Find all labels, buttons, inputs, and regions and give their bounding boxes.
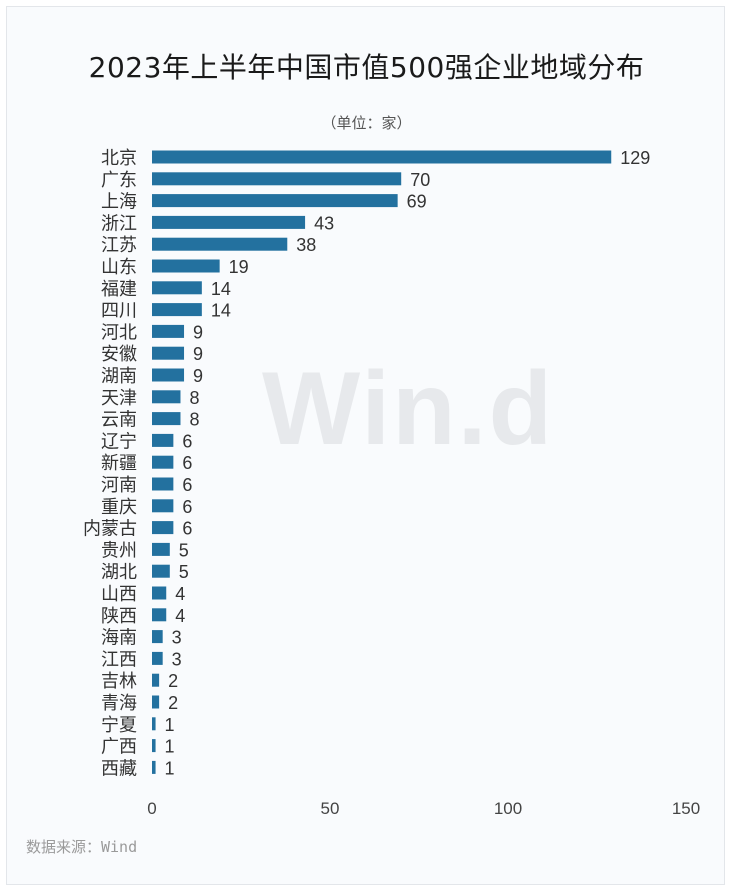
data-label: 19 (229, 257, 249, 277)
source-note: 数据来源：Wind (26, 838, 138, 856)
bar (152, 739, 156, 753)
data-label: 1 (165, 758, 175, 778)
category-label: 山东 (101, 257, 137, 278)
category-label: 贵州 (101, 540, 137, 561)
x-tick-label: 50 (321, 799, 340, 818)
category-label: 江西 (101, 649, 137, 670)
data-label: 1 (165, 715, 175, 735)
category-label: 浙江 (101, 213, 137, 234)
category-label: 重庆 (101, 497, 137, 518)
category-label: 广东 (101, 170, 137, 191)
category-label: 河北 (101, 322, 137, 343)
data-label: 6 (182, 475, 192, 495)
data-label: 69 (407, 192, 427, 212)
bar (152, 324, 185, 338)
category-label: 吉林 (101, 671, 137, 692)
data-label: 6 (182, 519, 192, 539)
category-label: 上海 (101, 192, 137, 213)
bar (152, 433, 174, 447)
bar (152, 499, 174, 513)
data-label: 4 (175, 606, 185, 626)
data-label: 9 (193, 366, 203, 386)
data-label: 1 (165, 737, 175, 757)
bar (152, 237, 288, 251)
data-label: 2 (168, 671, 178, 691)
bar (152, 455, 174, 469)
category-label: 青海 (101, 693, 137, 714)
category-label: 内蒙古 (83, 519, 137, 540)
bar (152, 477, 174, 491)
category-label: 山西 (101, 584, 137, 605)
bar (152, 172, 402, 186)
bar (152, 346, 185, 360)
category-label: 江苏 (101, 235, 137, 256)
wind-watermark: Win.d (262, 351, 555, 467)
bar (152, 695, 160, 709)
data-label: 70 (410, 170, 430, 190)
category-label: 北京 (101, 148, 137, 169)
category-label: 广西 (101, 737, 137, 758)
data-label: 8 (189, 388, 199, 408)
bar (152, 630, 163, 644)
bar (152, 542, 170, 556)
data-label: 6 (182, 497, 192, 517)
data-label: 43 (314, 213, 334, 233)
data-label: 2 (168, 693, 178, 713)
bar (152, 651, 163, 665)
data-label: 38 (296, 235, 316, 255)
bar (152, 303, 202, 317)
data-label: 3 (172, 628, 182, 648)
data-label: 14 (211, 279, 231, 299)
category-label: 福建 (101, 279, 137, 300)
bar (152, 150, 612, 164)
category-label: 四川 (101, 301, 137, 322)
category-label: 新疆 (101, 453, 137, 474)
x-tick-label: 100 (494, 799, 522, 818)
category-label: 湖南 (101, 366, 137, 387)
category-label: 宁夏 (101, 715, 137, 736)
chart-title: 2023年上半年中国市值500强企业地域分布 (88, 51, 645, 84)
bar (152, 717, 156, 731)
bar (152, 673, 160, 687)
bar (152, 194, 398, 208)
category-label: 安徽 (101, 344, 137, 365)
bar (152, 608, 167, 622)
bar (152, 281, 202, 295)
data-label: 6 (182, 453, 192, 473)
x-tick-label: 0 (147, 799, 156, 818)
bar (152, 586, 167, 600)
unit-label: （单位：家） (321, 114, 412, 132)
bar (152, 215, 306, 229)
bar (152, 368, 185, 382)
data-label: 9 (193, 322, 203, 342)
category-label: 河南 (101, 475, 137, 496)
data-label: 8 (189, 410, 199, 430)
category-label: 陕西 (101, 606, 137, 627)
data-label: 5 (179, 540, 189, 560)
data-label: 4 (175, 584, 185, 604)
category-label: 西藏 (101, 758, 137, 779)
bar (152, 564, 170, 578)
x-tick-label: 150 (672, 799, 700, 818)
category-label: 湖北 (101, 562, 137, 583)
data-label: 129 (620, 148, 650, 168)
bar (152, 412, 181, 426)
data-label: 14 (211, 301, 231, 321)
bar (152, 760, 156, 774)
data-label: 9 (193, 344, 203, 364)
category-label: 云南 (101, 410, 137, 431)
bar (152, 521, 174, 535)
category-label: 天津 (101, 388, 137, 409)
bar (152, 390, 181, 404)
category-label: 海南 (101, 628, 137, 649)
data-label: 3 (172, 649, 182, 669)
data-label: 6 (182, 431, 192, 451)
data-label: 5 (179, 562, 189, 582)
category-label: 辽宁 (101, 431, 137, 452)
bar (152, 259, 220, 273)
